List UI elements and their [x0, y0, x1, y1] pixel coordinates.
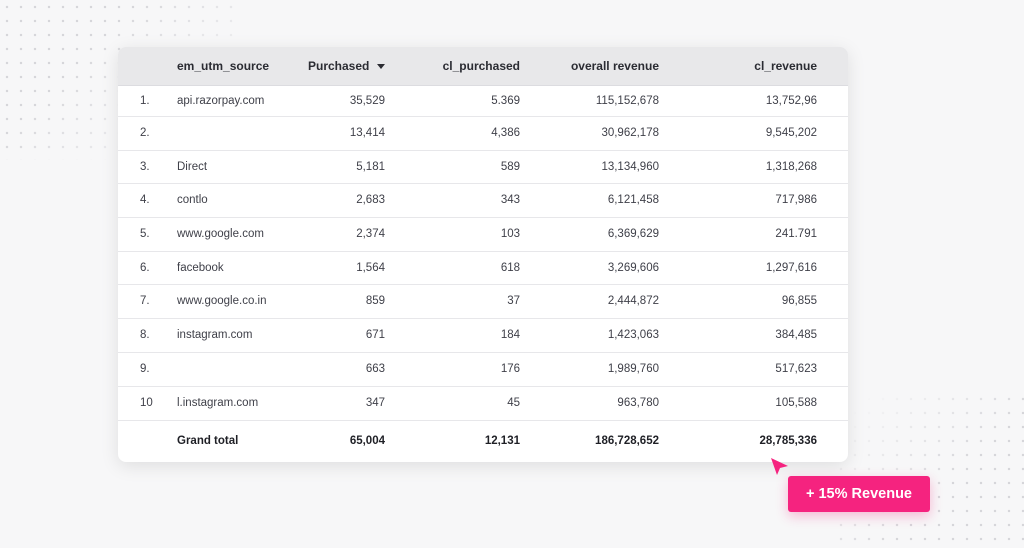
grand-total-label: Grand total — [177, 434, 239, 447]
cell-purchased: 347 — [365, 397, 385, 409]
table-row[interactable]: 5. www.google.com 2,374 103 6,369,629 241.791 — [118, 217, 848, 252]
cell-index: 4. — [140, 194, 150, 206]
cell-cl-revenue: 105,588 — [775, 397, 817, 409]
grand-total-row[interactable]: Grand total 65,004 12,131 186,728,652 28,785… — [118, 420, 848, 461]
cell-cl-purchased: 618 — [500, 261, 520, 274]
cell-overall-revenue: 6,121,458 — [607, 194, 659, 206]
table-row[interactable]: 3. Direct 5,181 589 13,134,960 1,318,268 — [118, 150, 848, 184]
column-header-purchased[interactable]: Purchased — [308, 59, 370, 73]
cell-purchased: 2,374 — [356, 228, 385, 240]
cell-purchased: 859 — [365, 295, 385, 307]
cell-index: 3. — [140, 160, 150, 173]
cell-source: contlo — [177, 194, 208, 206]
cell-cl-purchased: 589 — [500, 160, 520, 173]
cell-index: 5. — [140, 228, 150, 240]
cell-purchased: 13,414 — [349, 127, 385, 139]
column-header-cl-revenue[interactable]: cl_revenue — [754, 59, 817, 73]
cell-purchased: 663 — [365, 363, 385, 375]
cell-index: 2. — [140, 127, 150, 139]
cell-cl-revenue: 717,986 — [775, 194, 817, 206]
cell-source: www.google.com — [177, 228, 264, 240]
column-header-cl-purchased[interactable]: cl_purchased — [442, 59, 520, 73]
dot-pattern-bottom-right — [834, 392, 1024, 548]
cell-overall-revenue: 115,152,678 — [595, 94, 659, 107]
cell-source: instagram.com — [177, 329, 253, 341]
cell-cl-purchased: 5.369 — [491, 94, 520, 107]
total-overall-revenue: 186,728,652 — [595, 434, 659, 447]
cell-index: 10 — [140, 397, 153, 409]
total-purchased: 65,004 — [349, 434, 385, 447]
total-cl-revenue: 28,785,336 — [759, 434, 817, 447]
cell-index: 6. — [140, 261, 150, 274]
cell-cl-purchased: 4,386 — [491, 127, 520, 139]
table-row[interactable]: 6. facebook 1,564 618 3,269,606 1,297,616 — [118, 251, 848, 285]
cell-overall-revenue: 2,444,872 — [607, 295, 659, 307]
cell-source: www.google.co.in — [177, 295, 267, 307]
cell-purchased: 5,181 — [356, 160, 385, 173]
cell-cl-revenue: 13,752,96 — [765, 94, 817, 107]
cell-index: 9. — [140, 363, 150, 375]
cell-index: 1. — [140, 94, 150, 107]
cell-overall-revenue: 13,134,960 — [601, 160, 659, 173]
table-header: em_utm_source Purchased cl_purchased ove… — [118, 47, 848, 86]
cell-overall-revenue: 1,423,063 — [607, 329, 659, 341]
cell-purchased: 671 — [365, 329, 385, 341]
cell-cl-purchased: 37 — [507, 295, 520, 307]
table-row[interactable]: 10 l.instagram.com 347 45 963,780 105,588 — [118, 386, 848, 421]
table-row[interactable]: 4. contlo 2,683 343 6,121,458 717,986 — [118, 183, 848, 218]
table-row[interactable]: 7. www.google.co.in 859 37 2,444,872 96,855 — [118, 284, 848, 319]
cell-cl-purchased: 45 — [507, 397, 520, 409]
cell-cl-revenue: 1,318,268 — [765, 160, 817, 173]
data-table-card: em_utm_source Purchased cl_purchased ove… — [118, 47, 848, 462]
caret-down-icon[interactable] — [377, 64, 385, 69]
cell-index: 7. — [140, 295, 150, 307]
revenue-badge: + 15% Revenue — [788, 476, 930, 512]
total-cl-purchased: 12,131 — [484, 434, 520, 447]
cell-source: l.instagram.com — [177, 397, 259, 409]
cell-cl-purchased: 184 — [500, 329, 520, 341]
table-row[interactable]: 9. 663 176 1,989,760 517,623 — [118, 352, 848, 387]
table-row[interactable]: 2. 13,414 4,386 30,962,178 9,545,202 — [118, 116, 848, 151]
cell-purchased: 2,683 — [356, 194, 385, 206]
cell-cl-revenue: 384,485 — [775, 329, 817, 341]
cell-cl-revenue: 241.791 — [775, 228, 817, 240]
cell-overall-revenue: 1,989,760 — [607, 363, 659, 375]
cell-source: facebook — [177, 261, 224, 274]
cell-source: api.razorpay.com — [177, 94, 265, 107]
column-header-overall-revenue[interactable]: overall revenue — [570, 59, 659, 73]
cell-cl-revenue: 9,545,202 — [765, 127, 817, 139]
cursor-arrow-icon — [771, 458, 788, 475]
cell-cl-purchased: 176 — [500, 363, 520, 375]
cell-cl-revenue: 96,855 — [781, 295, 817, 307]
table-row[interactable]: 1. api.razorpay.com 35,529 5.369 115,152,678… — [118, 85, 848, 117]
cell-overall-revenue: 963,780 — [617, 397, 659, 409]
cell-index: 8. — [140, 329, 150, 341]
table-row[interactable]: 8. instagram.com 671 184 1,423,063 384,485 — [118, 318, 848, 353]
cell-overall-revenue: 30,962,178 — [601, 127, 659, 139]
column-header-em-utm-source[interactable]: em_utm_source — [177, 59, 270, 73]
cell-cl-purchased: 103 — [500, 228, 520, 240]
cell-overall-revenue: 6,369,629 — [607, 228, 659, 240]
cell-cl-revenue: 517,623 — [775, 363, 817, 375]
cell-purchased: 35,529 — [349, 94, 385, 107]
cell-cl-purchased: 343 — [500, 194, 520, 206]
cell-source: Direct — [177, 160, 208, 173]
cell-overall-revenue: 3,269,606 — [607, 261, 659, 274]
cell-cl-revenue: 1,297,616 — [765, 261, 817, 274]
cell-purchased: 1,564 — [356, 261, 385, 274]
